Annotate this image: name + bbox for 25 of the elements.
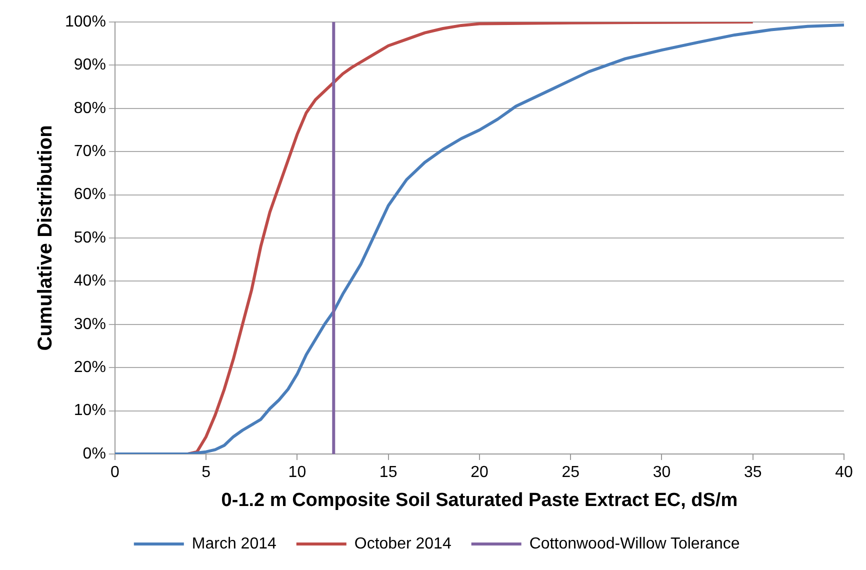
x-tick-label: 15 — [379, 464, 398, 482]
x-tick-label: 10 — [288, 464, 306, 482]
legend-label: Cottonwood-Willow Tolerance — [529, 535, 740, 552]
x-tick-label: 30 — [652, 464, 671, 482]
y-tick-label: 40% — [74, 272, 106, 290]
x-tick-label: 0 — [110, 464, 120, 482]
y-tick-label: 0% — [82, 445, 106, 462]
y-tick-label: 90% — [74, 56, 106, 74]
x-tick-label: 5 — [202, 464, 211, 482]
x-tick-label: 40 — [835, 464, 853, 482]
y-axis-title: Cumulative Distribution — [34, 125, 57, 351]
legend-label: March 2014 — [192, 535, 276, 552]
x-axis-title: 0-1.2 m Composite Soil Saturated Paste Extract EC, dS/m — [221, 490, 738, 511]
x-tick-label: 35 — [744, 464, 762, 482]
y-tick-label: 30% — [74, 316, 106, 333]
y-tick-label: 80% — [74, 100, 106, 117]
y-tick-label: 20% — [74, 359, 106, 376]
y-tick-label: 100% — [65, 13, 106, 30]
y-tick-label: 50% — [74, 229, 106, 246]
x-tick-label: 20 — [470, 464, 488, 482]
x-tick-label: 25 — [562, 464, 580, 482]
y-tick-label: 70% — [74, 143, 106, 160]
y-tick-label: 60% — [74, 186, 106, 204]
y-tick-label: 10% — [74, 402, 106, 420]
legend-label: October 2014 — [354, 535, 452, 552]
